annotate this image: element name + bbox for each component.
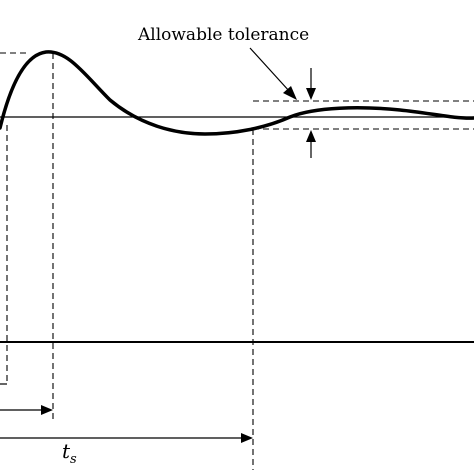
annotation-leader-line (249, 47, 291, 93)
tolerance-lower-arrowhead (306, 130, 316, 142)
allowable-tolerance-label: Allowable tolerance (137, 25, 309, 45)
peak-time-arrowhead (41, 405, 53, 415)
settling-time-arrowhead (241, 433, 253, 443)
annotation-leader-arrowhead (283, 86, 297, 100)
settling-time-label: ts (62, 439, 77, 467)
tolerance-upper-arrowhead (306, 88, 316, 100)
response-curve (0, 50, 474, 136)
